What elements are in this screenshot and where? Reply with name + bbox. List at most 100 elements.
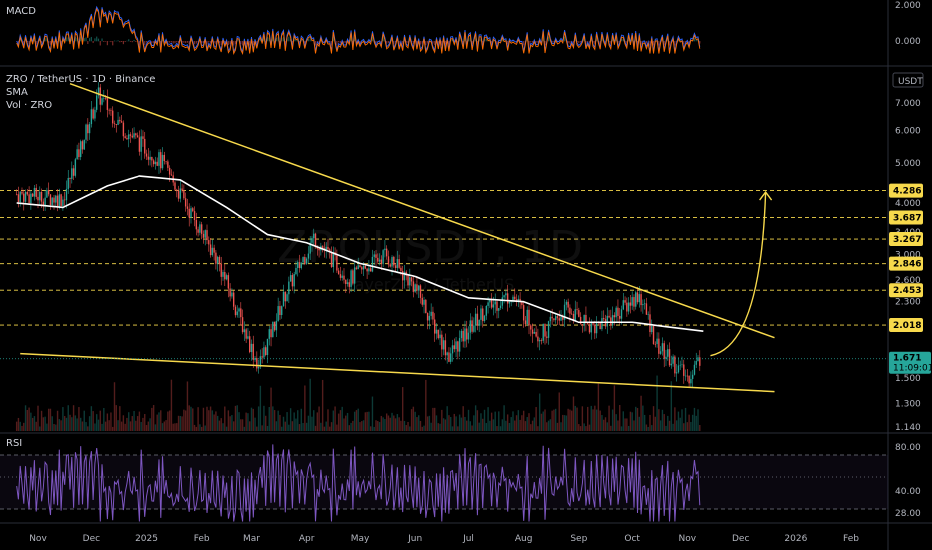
volume-bar — [635, 406, 637, 431]
candle-body — [161, 154, 164, 169]
volume-bar — [181, 416, 183, 431]
volume-bar — [569, 409, 571, 431]
candle-body — [170, 174, 173, 176]
candle-body — [519, 298, 521, 302]
volume-bar — [177, 415, 180, 431]
volume-bar — [133, 410, 135, 431]
volume-bar — [437, 423, 439, 431]
volume-bar — [530, 424, 532, 431]
volume-bar — [547, 420, 550, 431]
volume-bar — [387, 415, 390, 431]
volume-bar — [362, 420, 365, 431]
macd-histogram-bar — [464, 36, 466, 42]
candle-body — [245, 329, 247, 339]
volume-bar — [668, 420, 671, 431]
candle-body — [656, 338, 658, 345]
macd-histogram-bar — [364, 41, 366, 43]
candle-body — [211, 247, 214, 256]
macd-histogram-bar — [101, 38, 103, 42]
candle-body — [410, 277, 413, 282]
macd-histogram-bar — [279, 41, 281, 44]
volume-bar — [172, 423, 174, 431]
level-badge — [889, 283, 923, 298]
candle-body — [117, 119, 119, 125]
macd-histogram-bar — [684, 41, 687, 42]
macd-histogram-bar — [158, 37, 160, 42]
volume-bar — [421, 426, 423, 431]
currency-box[interactable] — [892, 72, 924, 88]
volume-bar — [21, 425, 23, 431]
candle-body — [688, 375, 690, 384]
macd-histogram-bar — [668, 41, 671, 46]
candle-body — [65, 188, 68, 201]
volume-bar — [81, 421, 84, 431]
macd-histogram-bar — [53, 41, 55, 44]
volume-bar — [608, 405, 610, 431]
level-badge — [889, 210, 923, 225]
volume-bar — [611, 409, 614, 431]
volume-bar — [33, 416, 36, 431]
macd-histogram-bar — [103, 41, 105, 42]
volume-bar — [544, 409, 546, 431]
volume-bar — [92, 411, 94, 431]
macd-histogram-bar — [674, 41, 676, 46]
candle-body — [133, 133, 135, 138]
volume-bar — [457, 426, 459, 431]
candle-body — [421, 297, 423, 305]
candle-body — [94, 109, 96, 119]
macd-histogram-bar — [645, 41, 648, 44]
macd-histogram-bar — [140, 36, 142, 42]
volume-bar — [485, 423, 488, 431]
macd-histogram-bar — [359, 41, 361, 43]
macd-histogram-bar — [491, 41, 493, 44]
macd-histogram-bar — [434, 41, 436, 45]
candle-body — [53, 197, 55, 203]
time-axis-label: Nov — [29, 534, 47, 544]
candle-body — [275, 320, 278, 331]
trendline-resistance[interactable] — [69, 82, 775, 339]
trendline-support[interactable] — [20, 352, 775, 393]
volume-bar — [482, 418, 484, 431]
candle-body — [522, 305, 525, 321]
volume-bar — [259, 385, 262, 431]
macd-histogram-bar — [469, 37, 471, 42]
candle-body — [476, 313, 479, 326]
volume-bar — [681, 409, 683, 431]
macd-histogram-bar — [284, 41, 286, 45]
candle-body — [197, 229, 199, 233]
macd-histogram-bar — [336, 41, 338, 45]
macd-histogram-bar — [426, 41, 429, 44]
candle-body — [428, 315, 431, 321]
time-axis-label: Sep — [570, 534, 587, 544]
volume-bar — [563, 415, 566, 431]
volume-bar — [441, 409, 443, 431]
candle-body — [483, 315, 486, 322]
macd-histogram-bar — [523, 41, 525, 46]
candle-body — [304, 256, 306, 264]
candle-body — [47, 190, 50, 195]
volume-bar — [115, 405, 117, 431]
volume-bar — [496, 426, 498, 431]
macd-histogram-bar — [119, 41, 121, 43]
volume-bar — [464, 416, 466, 431]
volume-bar — [265, 415, 267, 431]
candle-body — [85, 124, 87, 140]
candle-body — [261, 356, 263, 358]
candle-body — [46, 190, 48, 198]
level-badge — [889, 256, 923, 271]
candle-body — [393, 256, 395, 266]
candle-body — [238, 308, 240, 312]
candle-body — [181, 188, 183, 191]
macd-histogram-bar — [528, 41, 530, 46]
volume-bar — [53, 423, 55, 431]
candle-body — [90, 109, 93, 125]
volume-bar — [684, 407, 687, 431]
volume-bar — [526, 417, 528, 431]
volume-bar — [263, 405, 265, 431]
volume-bar — [236, 405, 238, 431]
macd-histogram-bar — [596, 37, 598, 42]
volume-bar — [503, 405, 505, 431]
macd-histogram-bar — [281, 37, 283, 42]
volume-bar — [353, 411, 356, 431]
